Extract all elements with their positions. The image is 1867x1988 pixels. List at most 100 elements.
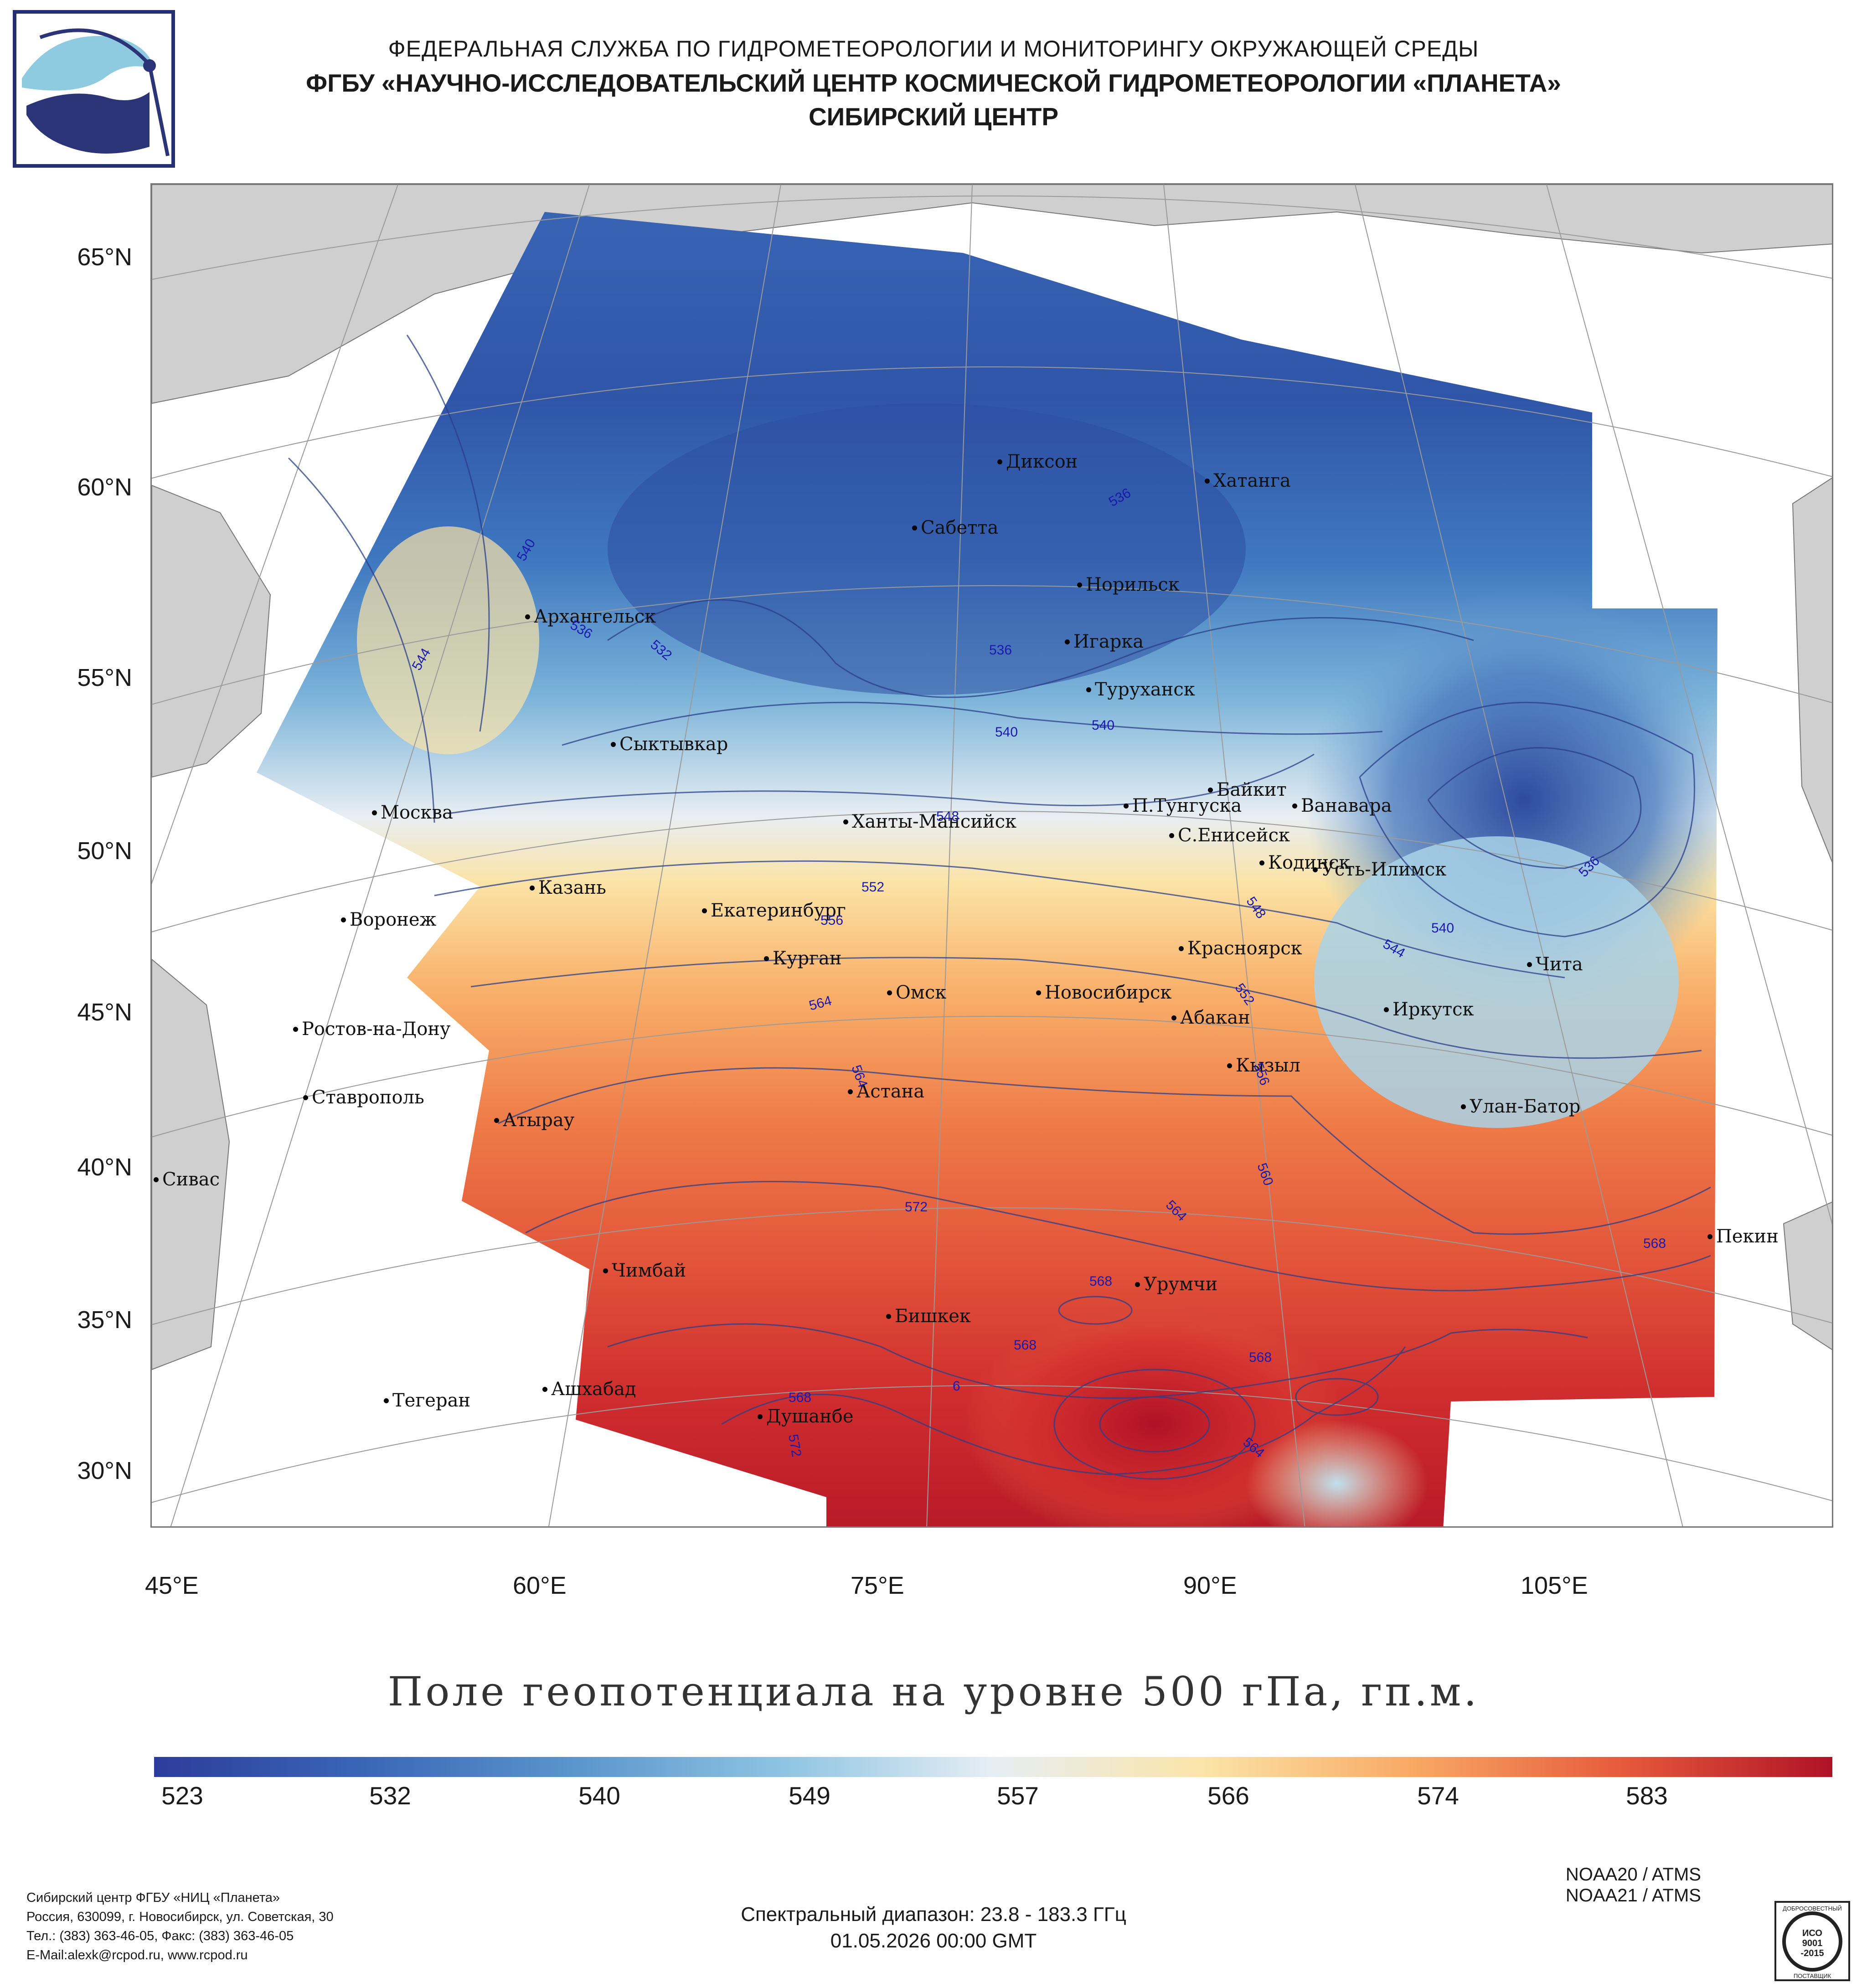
city-marker [1077,582,1082,587]
city-marker [1124,803,1129,809]
city-marker [603,1268,608,1273]
city-marker [1384,1007,1389,1012]
city-label: Ставрополь [303,1087,424,1108]
contact-block: Сибирский центр ФГБУ «НИЦ «Планета» Росс… [26,1888,334,1965]
city-label: Воронеж [341,909,436,930]
city-marker [1179,946,1184,951]
iso-bottom-text: ПОСТАВЩИК [1794,1973,1831,1979]
planeta-logo [13,10,175,168]
city-marker [1086,687,1091,692]
city-marker [494,1118,499,1123]
colorbar [154,1757,1832,1777]
city-label: Чимбай [603,1260,686,1281]
contour-label: 548 [936,809,959,824]
contact-line: Россия, 630099, г. Новосибирск, ул. Сове… [26,1910,334,1924]
city-marker [154,1177,159,1182]
city-label: Бишкек [886,1306,971,1327]
city-label: Диксон [997,451,1078,472]
spectral-range: Спектральный диапазон: 23.8 - 183.3 ГГц [741,1903,1126,1926]
city-marker [702,908,707,913]
city-marker [1292,803,1297,809]
graticule [152,185,1832,1526]
colorbar-tick: 574 [1417,1782,1459,1810]
lon-label: 60°E [513,1572,567,1599]
city-marker [1461,1104,1466,1109]
satellite-name: NOAA20 / ATMS [1565,1864,1701,1885]
city-marker [525,614,530,619]
iso-top-text: ДОБРОСОВЕСТНЫЙ [1783,1905,1842,1912]
city-marker [848,1089,853,1094]
map-canvas [152,185,1832,1526]
city-marker [1036,990,1041,995]
iso-year: -2015 [1800,1948,1824,1958]
black-sea-coast [152,958,230,1370]
city-label: Чита [1527,954,1583,975]
city-marker [341,917,346,922]
map-title: Поле геопотенциала на уровне 500 гПа, гп… [387,1668,1480,1715]
contact-line: Тел.: (383) 363-46-05, Факс: (383) 363-4… [26,1929,294,1943]
contour-label: 540 [995,725,1018,740]
city-label: Курган [764,948,842,969]
city-label: Хатанга [1205,470,1291,491]
contour-lines [288,335,1711,1480]
city-marker [611,742,616,747]
city-label: Новосибирск [1036,982,1171,1003]
city-label: Душанбе [758,1406,854,1427]
contour-label: 540 [1431,921,1454,936]
city-label: П.Тунгуска [1124,795,1242,816]
city-marker [1171,1015,1176,1020]
city-label: Сыктывкар [611,734,728,755]
city-marker [1527,962,1532,967]
city-label: Туруханск [1086,679,1195,700]
contour-label: 568 [1643,1236,1666,1251]
lon-label: 105°E [1521,1572,1588,1599]
city-marker [912,525,917,530]
city-marker [1205,478,1210,484]
city-marker [1259,860,1264,865]
city-label: Ханты-Мансийск [843,811,1016,832]
city-marker [1065,639,1070,644]
city-label: Тегеран [384,1390,470,1411]
city-marker [384,1398,389,1403]
lat-label: 30°N [77,1457,132,1484]
city-marker [764,956,769,961]
city-marker [1227,1063,1232,1068]
satellite-name: NOAA21 / ATMS [1565,1885,1701,1906]
city-label: Омск [887,982,946,1003]
city-marker [758,1414,763,1419]
org-line-2: ФГБУ «НАУЧНО-ИССЛЕДОВАТЕЛЬСКИЙ ЦЕНТР КОС… [306,69,1561,97]
colorbar-tick: 566 [1207,1782,1249,1810]
org-line-1: ФЕДЕРАЛЬНАЯ СЛУЖБА ПО ГИДРОМЕТЕОРОЛОГИИ … [388,36,1479,62]
colorbar-tick: 540 [578,1782,620,1810]
city-marker [542,1386,547,1392]
contour-label: 540 [1092,718,1115,733]
city-label: Абакан [1171,1007,1250,1028]
city-label: Сивас [154,1169,220,1190]
lon-label: 75°E [851,1572,904,1599]
colorbar-tick: 557 [997,1782,1039,1810]
spectral-info: Спектральный диапазон: 23.8 - 183.3 ГГц … [0,1901,1867,1954]
city-label: Сабетта [912,517,998,538]
map-panel [150,183,1833,1528]
city-marker [843,819,848,824]
lon-label: 90°E [1183,1572,1237,1599]
city-label: Ростов-на-Дону [293,1019,450,1040]
city-marker [997,459,1002,464]
lat-label: 35°N [77,1306,132,1334]
city-marker [530,885,535,891]
datetime: 01.05.2026 00:00 GMT [830,1930,1037,1952]
city-label: Норильск [1077,574,1180,595]
contour-label: 568 [1249,1350,1272,1365]
city-label: Атырау [494,1110,574,1131]
scandinavia-land [152,484,271,778]
city-marker [1707,1234,1712,1239]
satellite-list: NOAA20 / ATMS NOAA21 / ATMS [1566,1864,1701,1906]
city-marker [372,810,377,815]
city-label: Усть-Илимск [1313,859,1446,880]
city-label: Москва [372,802,453,823]
contour-label: 6 [953,1379,960,1394]
city-label: Байкит [1208,779,1287,800]
lat-label: 65°N [77,243,132,271]
city-label: Иркутск [1384,999,1474,1020]
city-label: Урумчи [1135,1274,1217,1295]
